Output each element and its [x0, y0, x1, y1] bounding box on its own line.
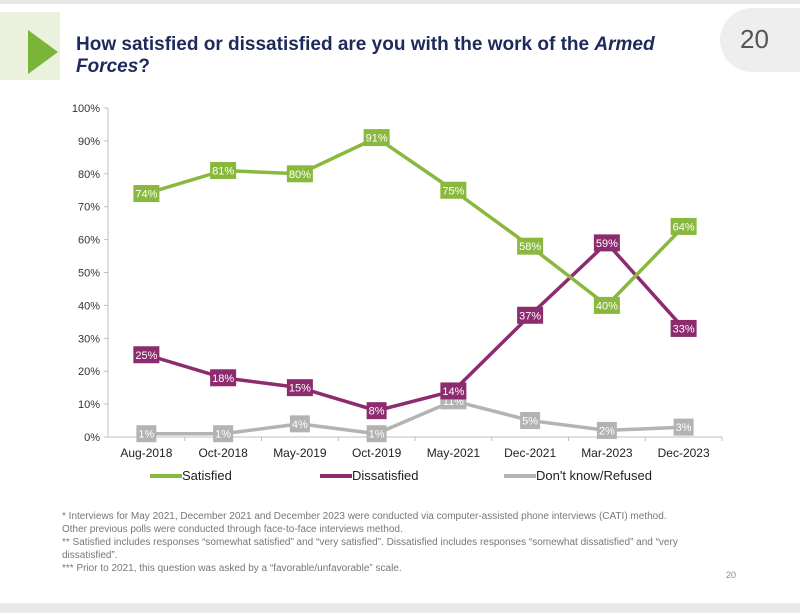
dont-know-data-label: 4% [292, 419, 308, 431]
x-tick-label: Oct-2018 [198, 446, 248, 460]
dissatisfied-point [517, 306, 544, 324]
dont-know-line [144, 399, 686, 436]
satisfied-data-label: 80% [289, 169, 311, 181]
satisfied-point [670, 217, 697, 235]
dissatisfied-data-label: 15% [289, 383, 311, 395]
y-tick-label: 100% [72, 103, 100, 115]
y-tick-label: 90% [78, 136, 100, 148]
dont-know-data-label: 3% [676, 422, 692, 434]
page-number: 20 [740, 24, 769, 54]
dont-know-data-label: 5% [522, 416, 538, 428]
footnotes: * Interviews for May 2021, December 2021… [62, 510, 762, 575]
satisfied-data-label: 91% [366, 133, 388, 145]
top-border [0, 0, 800, 4]
legend-label-satisfied: Satisfied [182, 468, 232, 483]
dissatisfied-data-label: 14% [442, 386, 464, 398]
dont-know-point [289, 415, 310, 433]
dont-know-point [213, 425, 234, 443]
y-tick-label: 70% [78, 202, 100, 214]
dissatisfied-point [133, 346, 160, 364]
dont-know-point [520, 412, 541, 430]
x-tick-label: Dec-2021 [504, 446, 556, 460]
title-suffix: ? [138, 56, 150, 77]
footnote-line: ** Satisfied includes responses “somewha… [62, 537, 678, 548]
y-tick-label: 80% [78, 169, 100, 181]
legend-swatch-dont-know [504, 474, 536, 478]
title-line2-italic: Forces [76, 56, 139, 77]
satisfied-data-label: 75% [442, 185, 464, 197]
dont-know-point [673, 418, 694, 436]
bottom-border [0, 603, 800, 613]
page-number-pill [720, 8, 800, 72]
dissatisfied-point [440, 382, 467, 400]
dissatisfied-data-label: 25% [135, 350, 157, 362]
dont-know-point [596, 421, 617, 439]
title-prefix: How satisfied or dissatisfied are you wi… [76, 34, 595, 55]
satisfied-point [363, 129, 390, 147]
legend-swatch-dissatisfied [320, 474, 352, 478]
dont-know-data-label: 1% [369, 429, 385, 441]
dissatisfied-data-label: 37% [519, 310, 541, 322]
y-tick-label: 30% [78, 333, 100, 345]
legend-swatch-satisfied [150, 474, 182, 478]
footer-page-number: 20 [726, 570, 737, 580]
footnote-line: dissatisfied”. [62, 550, 118, 561]
dissatisfied-point [593, 234, 620, 252]
satisfied-point [440, 181, 467, 199]
satisfied-data-label: 58% [519, 241, 541, 253]
satisfied-point [517, 237, 544, 255]
dissatisfied-point [210, 369, 237, 387]
x-tick-label: Oct-2019 [352, 446, 402, 460]
legend-label-dont-know: Don't know/Refused [536, 468, 652, 483]
dissatisfied-data-label: 18% [212, 373, 234, 385]
dont-know-point [136, 425, 157, 443]
x-tick-label: Mar-2023 [581, 446, 633, 460]
footnote-line: *** Prior to 2021, this question was ask… [62, 563, 402, 574]
legend-label-dissatisfied: Dissatisfied [352, 468, 419, 483]
y-tick-label: 0% [84, 432, 100, 444]
satisfied-data-label: 74% [135, 189, 157, 201]
satisfied-data-label: 64% [673, 221, 695, 233]
footnote-line: * Interviews for May 2021, December 2021… [62, 511, 667, 522]
footnote-line: Other previous polls were conducted thro… [62, 524, 403, 535]
satisfied-point [593, 296, 620, 314]
slide-title: How satisfied or dissatisfied are you wi… [76, 34, 716, 78]
dissatisfied-point [670, 319, 697, 337]
dissatisfied-point [366, 402, 387, 420]
dissatisfied-point [286, 379, 313, 397]
satisfied-point [286, 165, 313, 183]
dont-know-data-label: 1% [138, 429, 154, 441]
y-tick-label: 40% [78, 300, 100, 312]
x-tick-label: May-2019 [273, 446, 327, 460]
x-tick-label: Dec-2023 [658, 446, 710, 460]
x-tick-label: May-2021 [427, 446, 481, 460]
y-tick-label: 50% [78, 268, 100, 280]
x-tick-label: Aug-2018 [120, 446, 172, 460]
y-tick-label: 60% [78, 235, 100, 247]
dissatisfied-data-label: 59% [596, 238, 618, 250]
satisfied-data-label: 81% [212, 166, 234, 178]
satisfied-data-label: 40% [596, 300, 618, 312]
dont-know-data-label: 1% [215, 429, 231, 441]
y-tick-label: 10% [78, 399, 100, 411]
dissatisfied-data-label: 8% [369, 406, 385, 418]
dissatisfied-data-label: 33% [673, 323, 695, 335]
dont-know-data-label: 2% [599, 425, 615, 437]
satisfied-point [133, 185, 160, 203]
play-arrow-icon [28, 30, 58, 74]
y-tick-label: 20% [78, 366, 100, 378]
title-italic: Armed [594, 34, 655, 55]
satisfied-point [210, 162, 237, 180]
dont-know-point [366, 425, 387, 443]
